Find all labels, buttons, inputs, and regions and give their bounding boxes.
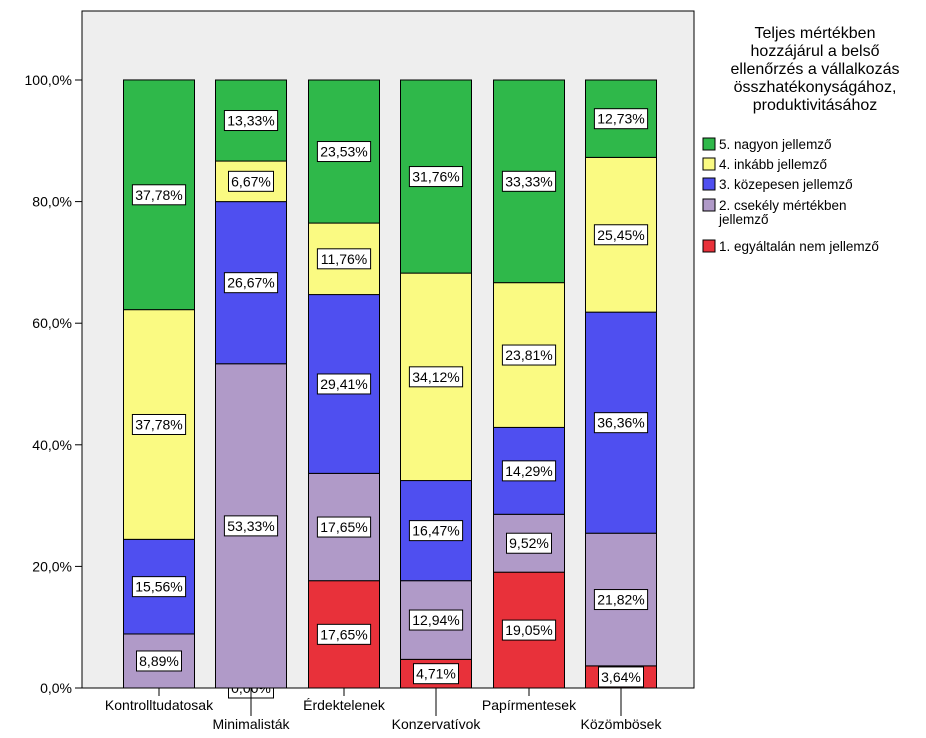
- data-label: 37,78%: [135, 187, 182, 203]
- data-label: 3,64%: [601, 669, 641, 685]
- x-tick-label: Konzervatívok: [392, 716, 482, 732]
- data-label-box: [593, 224, 649, 246]
- data-label: 9,52%: [509, 535, 549, 551]
- data-label-box: [598, 666, 644, 688]
- x-axis: Kontrolltudatosak Minimalisták Érdektelene…: [105, 688, 663, 732]
- legend-title-line: ellenőrzés a vállalkozás: [731, 61, 900, 78]
- data-label-box: [223, 110, 279, 132]
- data-label: 8,89%: [139, 653, 179, 669]
- data-label-box: [408, 609, 464, 631]
- y-tick-label: 40,0%: [32, 437, 72, 453]
- data-label: 4,71%: [416, 666, 456, 682]
- data-label: 34,12%: [412, 369, 459, 385]
- y-tick-label: 20,0%: [32, 558, 72, 574]
- y-tick-label: 100,0%: [25, 72, 72, 88]
- data-label-box: [593, 412, 649, 434]
- x-tick-label: Közömbösek: [581, 716, 663, 732]
- data-label-box: [316, 141, 372, 163]
- legend-swatch: [702, 198, 716, 212]
- legend-swatch: [702, 239, 716, 253]
- legend-swatch: [702, 157, 716, 171]
- legend-swatch: [702, 137, 716, 151]
- data-label-box: [136, 650, 182, 672]
- data-label-box: [316, 623, 372, 645]
- data-label: 23,53%: [320, 144, 367, 160]
- data-label-box: [506, 532, 552, 554]
- data-label: 17,65%: [320, 626, 367, 642]
- data-label: 14,29%: [505, 463, 552, 479]
- data-label-box: [316, 516, 372, 538]
- y-tick-label: 80,0%: [32, 194, 72, 210]
- legend-title-line: hozzájárul a belső: [751, 43, 880, 60]
- data-label-box: [593, 108, 649, 130]
- bars: 8,89%15,56%37,78%37,78%0,00%53,33%26,67%…: [123, 79, 657, 699]
- data-label: 19,05%: [505, 622, 552, 638]
- data-label-box: [316, 248, 372, 270]
- data-label-box: [131, 576, 187, 598]
- data-label: 17,65%: [320, 519, 367, 535]
- data-label-box: [131, 413, 187, 435]
- data-label: 13,33%: [227, 113, 274, 129]
- x-tick-label: Kontrolltudatosak: [105, 697, 214, 713]
- x-tick-label: Papírmentesek: [482, 697, 577, 713]
- data-label: 23,81%: [505, 347, 552, 363]
- data-label-box: [228, 170, 274, 192]
- data-label-box: [408, 366, 464, 388]
- data-label: 53,33%: [227, 518, 274, 534]
- data-label: 6,67%: [231, 173, 271, 189]
- data-label-box: [501, 460, 557, 482]
- bar-segment: [215, 160, 287, 203]
- data-label-box: [223, 515, 279, 537]
- data-label-box: [223, 272, 279, 294]
- data-label-box: [408, 166, 464, 188]
- data-label: 25,45%: [597, 227, 644, 243]
- legend-title-line: Teljes mértékben: [755, 25, 876, 42]
- data-label: 12,73%: [597, 111, 644, 127]
- data-label: 16,47%: [412, 523, 459, 539]
- legend-label: 2. csekély mértékben: [719, 198, 847, 213]
- data-label-box: [501, 619, 557, 641]
- data-label: 26,67%: [227, 275, 274, 291]
- y-tick-label: 60,0%: [32, 315, 72, 331]
- data-label: 33,33%: [505, 173, 552, 189]
- x-tick-label: Minimalisták: [212, 716, 290, 732]
- legend-title-line: produktivitásához: [753, 97, 878, 114]
- legend-swatch: [702, 177, 716, 191]
- data-label-box: [501, 344, 557, 366]
- data-label-box: [413, 663, 459, 685]
- data-label: 29,41%: [320, 376, 367, 392]
- data-label: 15,56%: [135, 579, 182, 595]
- data-label: 37,78%: [135, 416, 182, 432]
- legend-label: 3. közepesen jellemző: [719, 177, 853, 192]
- data-label-box: [131, 184, 187, 206]
- legend-label: 1. egyáltalán nem jellemző: [719, 239, 879, 254]
- x-tick-label: Érdektelenek: [303, 697, 386, 713]
- data-label: 11,76%: [321, 251, 367, 267]
- data-label-box: [316, 373, 372, 395]
- data-label: 31,76%: [412, 169, 459, 185]
- data-label-box: [593, 589, 649, 611]
- y-axis: 0,0% 20,0% 40,0% 60,0% 80,0% 100,0%: [25, 72, 82, 696]
- legend-label: 4. inkább jellemző: [719, 157, 827, 172]
- data-label: 36,36%: [597, 415, 644, 431]
- legend-title-line: összhatékonyságához,: [734, 79, 897, 96]
- data-label-box: [408, 520, 464, 542]
- legend-label: jellemző: [718, 212, 769, 227]
- y-tick-label: 0,0%: [40, 680, 72, 696]
- data-label: 21,82%: [597, 592, 644, 608]
- data-label: 12,94%: [412, 612, 459, 628]
- data-label-box: [501, 170, 557, 192]
- legend-label: 5. nagyon jellemző: [719, 137, 832, 152]
